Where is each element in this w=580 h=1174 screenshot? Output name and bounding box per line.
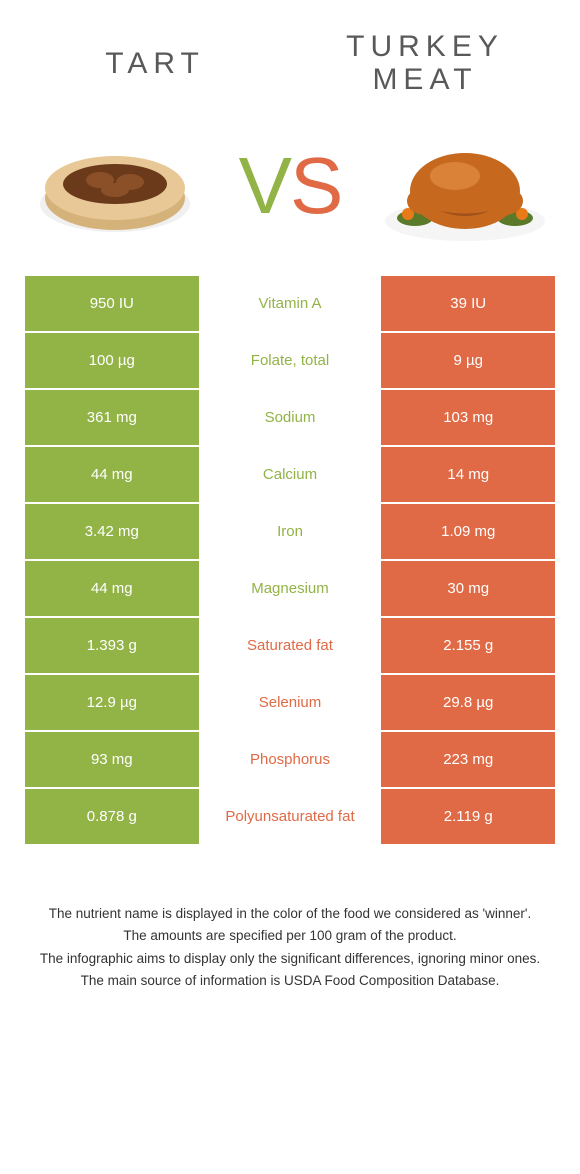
table-row: 93 mgPhosphorus223 mg: [25, 732, 555, 787]
nutrient-label: Phosphorus: [201, 732, 380, 787]
left-value: 361 mg: [25, 390, 199, 445]
right-value: 223 mg: [381, 732, 555, 787]
nutrient-label: Vitamin A: [201, 276, 380, 331]
left-value: 3.42 mg: [25, 504, 199, 559]
nutrient-label: Calcium: [201, 447, 380, 502]
left-food-title: Tart: [34, 47, 277, 80]
vs-s: S: [290, 146, 341, 226]
nutrient-label: Saturated fat: [201, 618, 380, 673]
nutrient-label: Folate, total: [201, 333, 380, 388]
table-row: 1.393 gSaturated fat2.155 g: [25, 618, 555, 673]
left-value: 0.878 g: [25, 789, 199, 844]
left-value: 44 mg: [25, 447, 199, 502]
footer-line: The infographic aims to display only the…: [30, 949, 550, 969]
table-row: 950 IUVitamin A39 IU: [25, 276, 555, 331]
footer-line: The main source of information is USDA F…: [30, 971, 550, 991]
footer-line: The nutrient name is displayed in the co…: [30, 904, 550, 924]
nutrient-label: Polyunsaturated fat: [201, 789, 380, 844]
left-value: 44 mg: [25, 561, 199, 616]
right-value: 2.119 g: [381, 789, 555, 844]
nutrient-label: Selenium: [201, 675, 380, 730]
vs-label: VS: [239, 146, 342, 226]
table-row: 100 µgFolate, total9 µg: [25, 333, 555, 388]
table-row: 361 mgSodium103 mg: [25, 390, 555, 445]
turkey-image: [380, 126, 550, 246]
table-row: 44 mgMagnesium30 mg: [25, 561, 555, 616]
right-food-title: Turkey meat: [304, 30, 547, 96]
vs-v: V: [239, 146, 290, 226]
left-value: 100 µg: [25, 333, 199, 388]
right-value: 39 IU: [381, 276, 555, 331]
table-row: 44 mgCalcium14 mg: [25, 447, 555, 502]
nutrient-label: Iron: [201, 504, 380, 559]
table-row: 3.42 mgIron1.09 mg: [25, 504, 555, 559]
footer-notes: The nutrient name is displayed in the co…: [30, 904, 550, 991]
left-value: 93 mg: [25, 732, 199, 787]
left-value: 12.9 µg: [25, 675, 199, 730]
table-row: 0.878 gPolyunsaturated fat2.119 g: [25, 789, 555, 844]
left-value: 950 IU: [25, 276, 199, 331]
tart-image: [30, 126, 200, 246]
header: Tart Turkey meat: [0, 0, 580, 116]
right-value: 14 mg: [381, 447, 555, 502]
footer-line: The amounts are specified per 100 gram o…: [30, 926, 550, 946]
comparison-table: 950 IUVitamin A39 IU100 µgFolate, total9…: [25, 276, 555, 844]
right-value: 1.09 mg: [381, 504, 555, 559]
right-value: 30 mg: [381, 561, 555, 616]
right-value: 9 µg: [381, 333, 555, 388]
left-value: 1.393 g: [25, 618, 199, 673]
nutrient-label: Magnesium: [201, 561, 380, 616]
right-value: 2.155 g: [381, 618, 555, 673]
right-value: 103 mg: [381, 390, 555, 445]
table-row: 12.9 µgSelenium29.8 µg: [25, 675, 555, 730]
right-value: 29.8 µg: [381, 675, 555, 730]
images-row: VS: [0, 116, 580, 276]
nutrient-label: Sodium: [201, 390, 380, 445]
